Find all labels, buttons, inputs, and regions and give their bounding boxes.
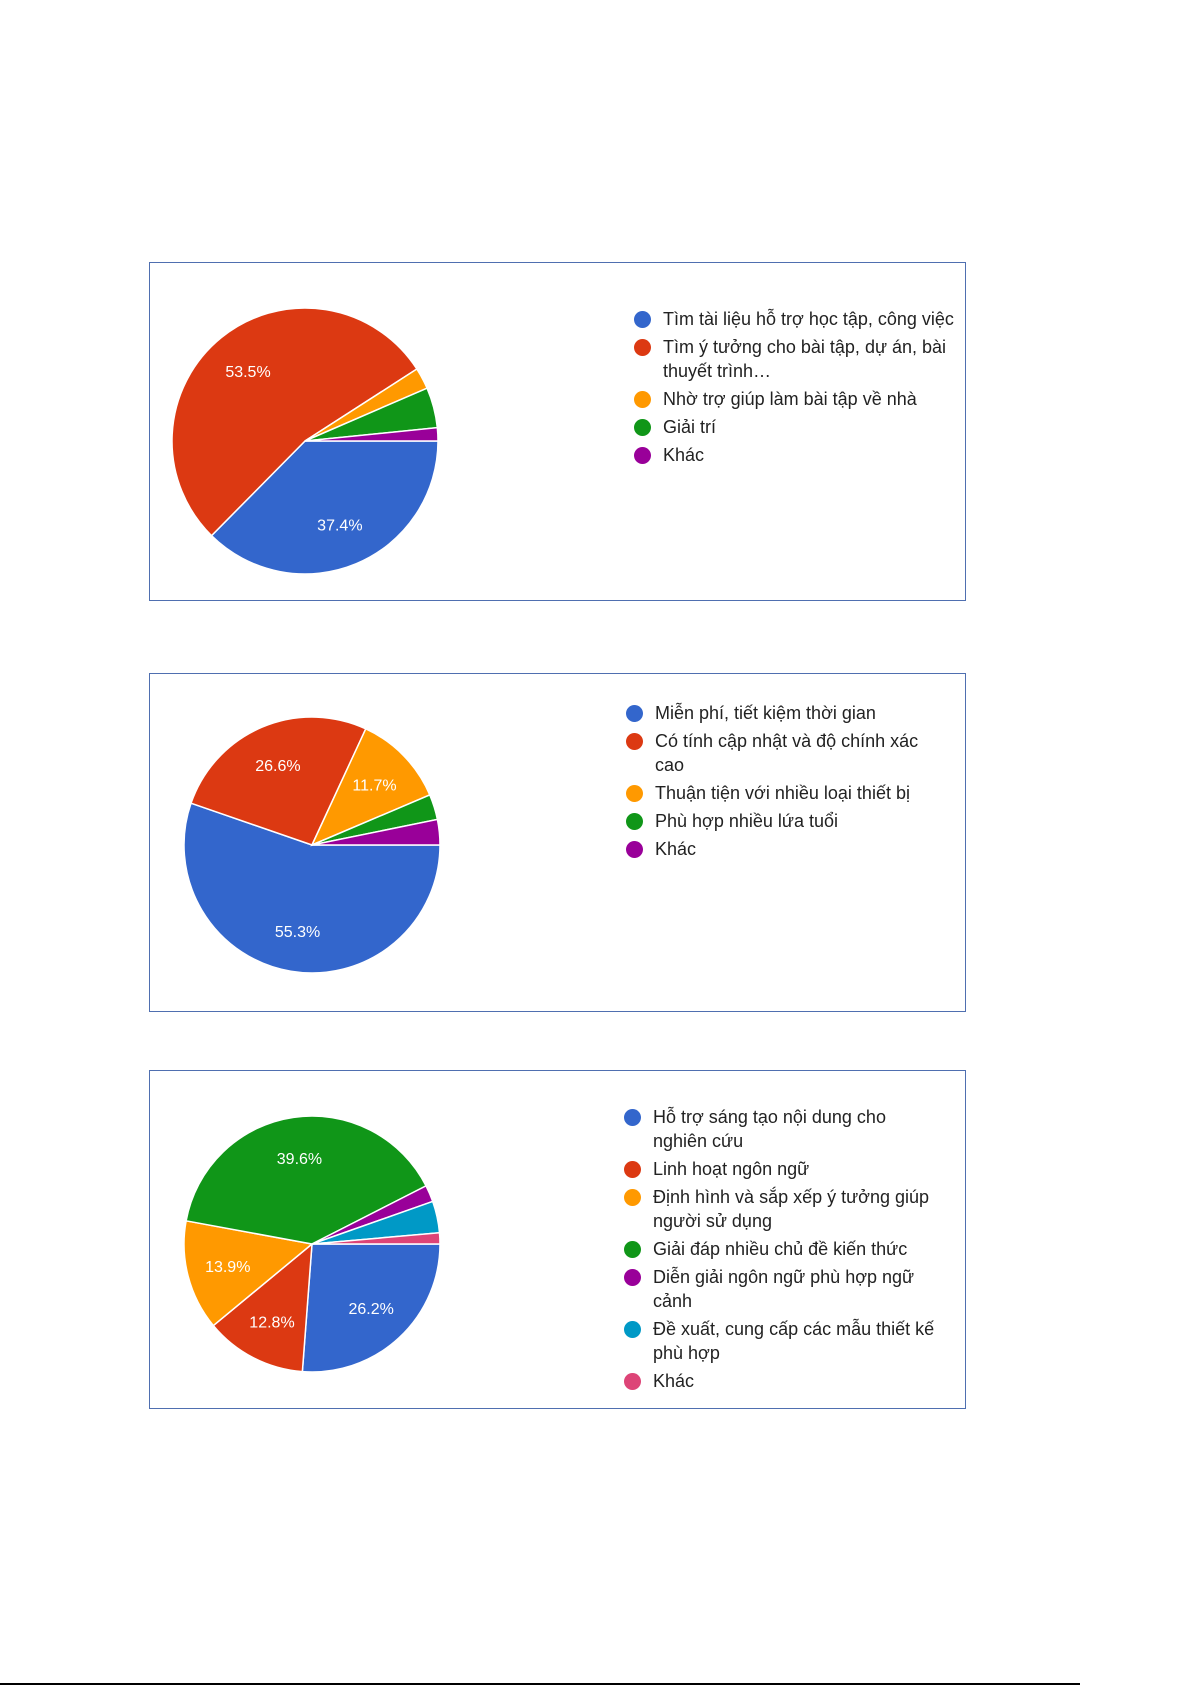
legend-item: Giải trí [634,415,954,439]
pie-chart-1: 37.4% 53.5% Tìm tài liệu hỗ trợ học tập, … [149,262,966,601]
pie-3-svg: 26.2% 12.8% 13.9% 39.6% [183,1115,441,1373]
legend-label: Diễn giải ngôn ngữ phù hợp ngữ cảnh [653,1267,915,1311]
pie-slice [212,1242,313,1373]
legend-item: Phù hợp nhiều lứa tuổi [626,809,946,833]
legend-label: Định hình và sắp xếp ý tưởng giúp người … [653,1187,930,1231]
legend-item: Diễn giải ngôn ngữ phù hợp ngữ cảnh [624,1265,944,1313]
slice-data-label: 11.7% [352,777,396,794]
slice-data-label: 53.5% [225,364,270,381]
pie-slice [183,1219,314,1327]
pie-slice [310,727,431,847]
legend-swatch-icon [626,813,643,830]
legend-label: Khác [653,1371,695,1391]
pie-slice [210,440,439,575]
legend-swatch-icon [624,1269,641,1286]
pie-slice [311,818,441,846]
legend-item: Đề xuất, cung cấp các mẫu thiết kế phù h… [624,1317,944,1365]
pie-slice [190,716,367,846]
pie-chart-3: 26.2% 12.8% 13.9% 39.6% Hỗ trợ sáng tạo nội… [149,1070,966,1409]
legend-swatch-icon [634,391,651,408]
legend-item: Nhờ trợ giúp làm bài tập về nhà [634,387,954,411]
legend-item: Khác [634,443,954,467]
legend-swatch-icon [634,339,651,356]
legend-label: Tìm tài liệu hỗ trợ học tập, công việc [663,309,954,329]
legend-item: Thuận tiện với nhiều loại thiết bị [626,781,946,805]
legend-swatch-icon [626,841,643,858]
pie-slice [301,1243,441,1373]
legend-swatch-icon [624,1109,641,1126]
legend-label: Đề xuất, cung cấp các mẫu thiết kế phù h… [653,1319,935,1363]
legend-item: Khác [626,837,946,861]
legend-item: Giải đáp nhiều chủ đề kiến thức [624,1237,944,1261]
pie-3-legend: Hỗ trợ sáng tạo nội dung cho nghiên cứu L… [624,1105,944,1397]
slice-data-label: 55.3% [275,924,320,941]
legend-item: Khác [624,1369,944,1393]
legend-swatch-icon [624,1189,641,1206]
slice-data-label: 13.9% [205,1259,250,1276]
pie-2-legend: Miễn phí, tiết kiệm thời gian Có tính cập… [626,701,946,865]
page-bottom-rule [0,1683,1080,1685]
legend-swatch-icon [626,733,643,750]
legend-item: Hỗ trợ sáng tạo nội dung cho nghiên cứu [624,1105,944,1153]
legend-swatch-icon [634,447,651,464]
pie-2-svg: 55.3% 26.6% 11.7% [183,716,441,974]
slice-data-label: 37.4% [317,517,362,534]
pie-chart-2: 55.3% 26.6% 11.7% Miễn phí, tiết kiệm thời… [149,673,966,1012]
legend-item: Linh hoạt ngôn ngữ [624,1157,944,1181]
legend-label: Nhờ trợ giúp làm bài tập về nhà [663,389,917,409]
pie-slice [185,1115,428,1245]
legend-label: Miễn phí, tiết kiệm thời gian [655,703,876,723]
legend-label: Tìm ý tưởng cho bài tập, dự án, bài thuy… [663,337,947,381]
legend-label: Khác [655,839,697,859]
pie-slice [311,1231,441,1245]
legend-label: Hỗ trợ sáng tạo nội dung cho nghiên cứu [653,1107,886,1151]
pie-1-svg: 37.4% 53.5% [171,307,439,575]
pie-slice [171,307,418,537]
slice-data-label: 12.8% [249,1314,294,1331]
legend-swatch-icon [624,1321,641,1338]
slice-data-label: 26.2% [348,1301,393,1318]
legend-swatch-icon [634,311,651,328]
legend-item: Có tính cập nhật và độ chính xác cao [626,729,946,777]
legend-label: Thuận tiện với nhiều loại thiết bị [655,783,910,803]
legend-item: Tìm tài liệu hỗ trợ học tập, công việc [634,307,954,331]
legend-label: Linh hoạt ngôn ngữ [653,1159,810,1179]
legend-swatch-icon [634,419,651,436]
legend-item: Định hình và sắp xếp ý tưởng giúp người … [624,1185,944,1233]
pie-slice [304,426,439,442]
legend-swatch-icon [624,1161,641,1178]
slice-data-label: 26.6% [255,758,300,775]
legend-label: Giải trí [663,417,717,437]
pie-1-legend: Tìm tài liệu hỗ trợ học tập, công việc Tì… [634,307,954,471]
legend-item: Tìm ý tưởng cho bài tập, dự án, bài thuy… [634,335,954,383]
legend-swatch-icon [626,705,643,722]
slice-data-label: 39.6% [277,1151,322,1168]
legend-swatch-icon [624,1373,641,1390]
legend-swatch-icon [624,1241,641,1258]
legend-label: Phù hợp nhiều lứa tuổi [655,811,838,831]
legend-label: Có tính cập nhật và độ chính xác cao [655,731,919,775]
legend-item: Miễn phí, tiết kiệm thời gian [626,701,946,725]
legend-label: Khác [663,445,705,465]
legend-swatch-icon [626,785,643,802]
legend-label: Giải đáp nhiều chủ đề kiến thức [653,1239,908,1259]
